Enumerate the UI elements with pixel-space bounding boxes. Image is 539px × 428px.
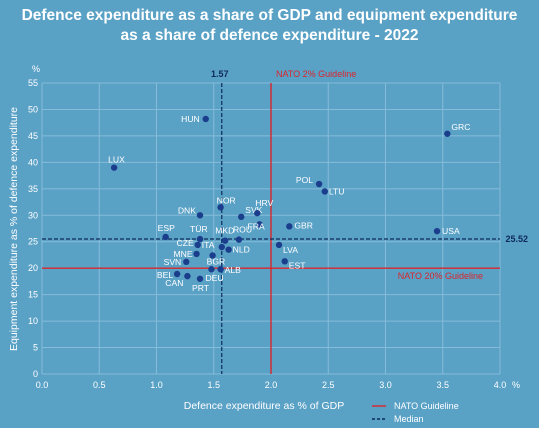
data-point-nor [217,204,224,211]
data-point-esp [162,233,169,241]
x-tick-label: 3.5 [436,380,449,390]
data-label-pol: POL [296,175,313,185]
data-label-svk: SVK [245,205,262,215]
y-tick-label: 5 [33,343,38,353]
legend-label: NATO Guideline [394,401,459,411]
x-axis-unit: % [512,380,520,390]
data-point-alb [217,266,224,273]
data-label-lva: LVA [283,245,298,255]
data-label-hun: HUN [181,114,200,124]
data-point-hrv [254,209,261,217]
data-label-mne: MNE [173,249,192,259]
data-point-mkd [222,237,229,244]
data-label-dnk: DNK [178,205,196,215]
data-point-rou [235,236,243,243]
y-tick-label: 35 [28,184,38,194]
nato-equipment-guideline-label: NATO 20% Guideline [398,271,483,281]
data-label-grc: GRC [451,122,470,132]
x-tick-label: 2.5 [322,380,335,390]
data-point-hun [202,115,209,123]
x-tick-label: 2.0 [265,380,278,390]
x-tick-label: 0.0 [36,380,49,390]
y-axis-unit: % [32,64,40,74]
data-label-ita: ITA [202,240,215,250]
x-tick-label: 4.0 [494,380,507,390]
x-tick-label: 0.5 [93,380,106,390]
data-label-rou: ROU [233,225,252,235]
data-point-deu [208,266,215,273]
data-point-cze [194,241,201,249]
data-point-svn [183,258,190,266]
data-label-usa: USA [442,226,460,236]
data-point-dnk [196,212,204,219]
data-point-tür [196,235,204,243]
data-label-esp: ESP [158,223,175,233]
x-tick-label: 1.5 [207,380,220,390]
data-point-ita [218,243,225,251]
nato-gdp-guideline-label: NATO 2% Guideline [276,69,356,79]
data-point-svk [238,213,245,221]
data-point-bgr [209,252,216,259]
data-label-svn: SVN [164,257,182,267]
data-point-can [184,272,191,280]
data-label-cze: CZE [177,238,194,248]
data-point-lux [110,164,118,171]
legend-label: Median [394,414,424,424]
data-label-nor: NOR [217,195,236,205]
chart-title-line-2: as a share of defence expenditure - 2022 [120,27,419,44]
y-tick-label: 10 [28,316,38,326]
data-point-lva [275,241,283,249]
data-point-fra [256,221,263,228]
data-label-gbr: GBR [294,220,313,230]
data-label-alb: ALB [225,265,242,275]
data-point-usa [433,227,441,235]
data-label-can: CAN [165,278,183,288]
median-y-label: 25.52 [505,234,528,244]
data-label-lux: LUX [108,155,125,165]
y-tick-label: 25 [28,237,38,247]
y-tick-label: 20 [28,263,38,273]
data-point-grc [444,130,451,137]
y-tick-label: 50 [28,104,38,114]
y-tick-label: 0 [33,369,38,379]
median-x-label: 1.57 [211,69,229,79]
data-label-hrv: HRV [255,198,273,208]
x-tick-label: 3.0 [379,380,392,390]
y-tick-label: 15 [28,290,38,300]
data-label-nld: NLD [233,245,250,255]
y-tick-label: 45 [28,131,38,141]
y-axis-title: Equipment expenditure as % of defence ex… [8,107,20,351]
y-tick-label: 30 [28,210,38,220]
data-label-tür: TÜR [190,224,208,234]
data-label-est: EST [289,260,306,270]
data-point-bel [173,270,181,278]
data-point-ltu [321,188,329,195]
y-tick-label: 55 [28,78,38,88]
data-label-bel: BEL [157,270,173,280]
data-point-pol [315,180,323,188]
data-label-bgr: BGR [207,256,226,266]
data-label-deu: DEU [205,273,223,283]
data-label-prt: PRT [192,283,210,293]
x-axis-title: Defence expenditure as % of GDP [184,400,345,412]
data-point-gbr [286,223,293,230]
y-tick-label: 40 [28,157,38,167]
x-tick-label: 1.0 [150,380,163,390]
data-point-prt [196,275,204,282]
data-point-nld [225,246,232,253]
chart-title-line-1: Defence expenditure as a share of GDP an… [21,7,518,24]
data-point-est [281,258,288,265]
chart-title: Defence expenditure as a share of GDP an… [0,6,539,46]
data-label-fra: FRA [248,221,265,231]
data-label-mkd: MKD [215,226,234,236]
data-point-mne [193,250,200,258]
data-label-ltu: LTU [329,186,345,196]
